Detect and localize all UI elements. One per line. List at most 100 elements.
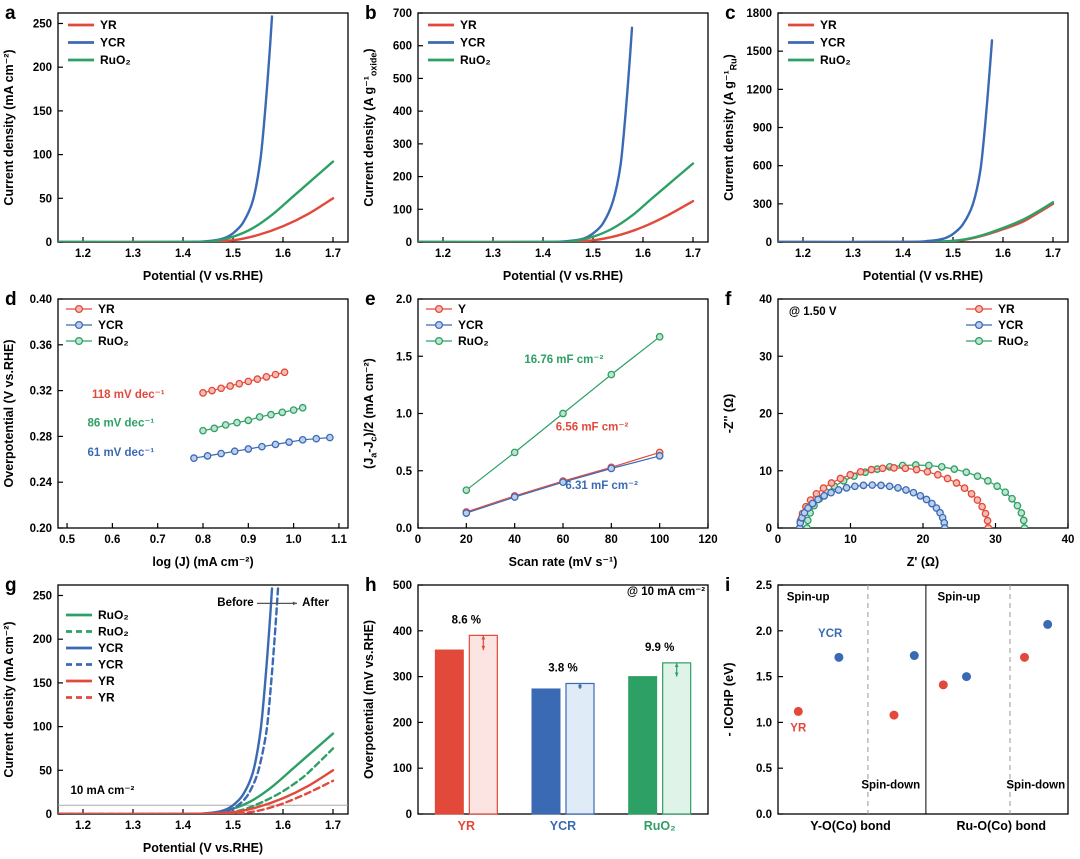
- y-tick-label: 0.40: [30, 294, 52, 306]
- data-point: [267, 410, 275, 419]
- y-axis-label: -Z'' (Ω): [722, 394, 736, 434]
- data-point: [1008, 494, 1016, 503]
- x-tick-label: 1.6: [275, 248, 291, 260]
- data-point: [993, 482, 1002, 491]
- series-YR: [418, 199, 695, 242]
- y-tick-label: 900: [753, 123, 772, 135]
- series-RuO₂: [418, 162, 695, 242]
- x-tick-label: 1.1: [331, 534, 348, 546]
- data-point: [909, 651, 919, 661]
- arrow-head: [674, 672, 679, 677]
- y-tick-label: 50: [39, 765, 52, 777]
- category-label: RuO₂: [644, 819, 676, 833]
- y-tick-label: 1200: [746, 84, 772, 96]
- data-point: [1043, 619, 1053, 629]
- x-tick-label: 120: [698, 534, 717, 546]
- data-point: [827, 479, 836, 487]
- annotation: 118 mV dec⁻¹: [92, 389, 165, 401]
- legend: Y YCR RuO₂: [426, 302, 489, 348]
- x-tick-label: 30: [989, 534, 1002, 546]
- panel-letter: b: [365, 3, 377, 24]
- series-group: [795, 461, 1029, 528]
- data-point: [933, 470, 942, 479]
- y-axis-label: Current density (mA cm⁻²): [2, 49, 16, 205]
- y-tick-label: 100: [33, 150, 52, 162]
- data-point: [909, 488, 918, 497]
- bar-after-RuO₂: [662, 662, 692, 815]
- x-tick-label: 0.7: [150, 534, 166, 546]
- data-point: [940, 524, 949, 528]
- series-RuO₂-after: [58, 747, 335, 814]
- panel-h: 0 100 200 300 400 500 Overpotential (mV vs.RHE…: [360, 572, 720, 859]
- legend: YR YCR RuO₂: [66, 302, 129, 348]
- x-tick-label: 1.3: [485, 248, 501, 260]
- legend-marker: [974, 336, 984, 346]
- data-point: [912, 465, 921, 474]
- legend-marker: [434, 320, 444, 330]
- y-tick-label: 10: [759, 466, 772, 478]
- y-tick-label: 1.5: [396, 351, 413, 363]
- panel-i-chart: 0.0 0.5 1.0 1.5 2.0 2.5 - ICOHP (eV) Y-O(Co) bo…: [722, 575, 1069, 833]
- legend-marker: [974, 304, 984, 314]
- x-tick-label: 1.3: [125, 820, 141, 832]
- legend-label: YCR: [98, 318, 124, 332]
- panel-c: 1.2 1.3 1.4 1.5 1.6 1.7 0 300 600 900 1200 1500 1800…: [720, 0, 1080, 286]
- data-point: [962, 672, 971, 682]
- panel-letter: a: [5, 3, 16, 24]
- data-point: [462, 509, 471, 517]
- panel-e: 0 20 40 60 80 100 120 0.0 0.5 1.0 1.5 2.0 Scan rate …: [360, 286, 720, 572]
- panel-letter: i: [725, 575, 730, 596]
- legend: YR YCR RuO₂: [428, 18, 491, 67]
- panel-b-chart: 1.2 1.3 1.4 1.5 1.6 1.7 0 100 200 300 400 500 600 700…: [362, 3, 709, 283]
- legend-marker: [74, 320, 84, 330]
- y-tick-label: 200: [33, 62, 52, 74]
- annotation: YCR: [818, 628, 843, 640]
- data-point: [922, 495, 931, 504]
- data-point: [199, 389, 207, 397]
- annotation: After: [302, 597, 329, 609]
- annotation: Before: [217, 597, 253, 609]
- x-tick-label: 1.0: [286, 534, 302, 546]
- series-group: [58, 587, 348, 814]
- y-tick-label: 200: [393, 717, 412, 729]
- x-tick-label: 0.5: [59, 534, 76, 546]
- data-point: [793, 706, 803, 716]
- y-axis-label: Overpotential (mV vs.RHE): [362, 620, 376, 779]
- y-tick-label: 0: [766, 237, 772, 249]
- x-tick-label: 1.4: [535, 248, 552, 260]
- y-tick-label: 500: [393, 73, 412, 85]
- y-tick-label: 700: [393, 8, 412, 20]
- data-point: [808, 499, 817, 508]
- data-point: [510, 493, 519, 501]
- data-point: [233, 418, 241, 427]
- legend-label: Y: [458, 302, 466, 316]
- y-tick-label: 30: [759, 351, 772, 363]
- series-YR: [199, 368, 289, 397]
- legend-label: RuO₂: [98, 625, 129, 639]
- series-RuO₂: [778, 201, 1055, 242]
- legend-label: RuO₂: [460, 53, 491, 67]
- series-RuO₂: [58, 160, 335, 242]
- y-axis-label: Current density (A g⁻¹Ru): [722, 54, 739, 201]
- panel-a-chart: 1.2 1.3 1.4 1.5 1.6 1.7 0 50 100 150 200 250 Potenti…: [2, 3, 349, 283]
- x-axis-label: Z' (Ω): [907, 555, 939, 569]
- annotation: @ 1.50 V: [789, 306, 837, 318]
- x-tick-label: 1.3: [845, 248, 861, 260]
- series-YR: [795, 464, 993, 528]
- y-tick-label: 1.0: [756, 717, 772, 729]
- y-tick-label: 0: [46, 809, 52, 821]
- data-point: [878, 464, 887, 473]
- data-point: [885, 482, 894, 491]
- panel-letter: e: [365, 289, 376, 310]
- bar-before-RuO₂: [628, 676, 658, 815]
- y-tick-label: 1800: [746, 8, 772, 20]
- panel-i: 0.0 0.5 1.0 1.5 2.0 2.5 - ICOHP (eV) Y-O(Co) bo…: [720, 572, 1080, 859]
- y-tick-label: 150: [33, 106, 52, 118]
- legend-label: RuO₂: [458, 334, 489, 348]
- data-point: [559, 409, 567, 418]
- x-tick-label: 40: [1062, 534, 1075, 546]
- data-point: [967, 490, 976, 498]
- data-point: [607, 370, 616, 379]
- data-point: [1001, 488, 1010, 497]
